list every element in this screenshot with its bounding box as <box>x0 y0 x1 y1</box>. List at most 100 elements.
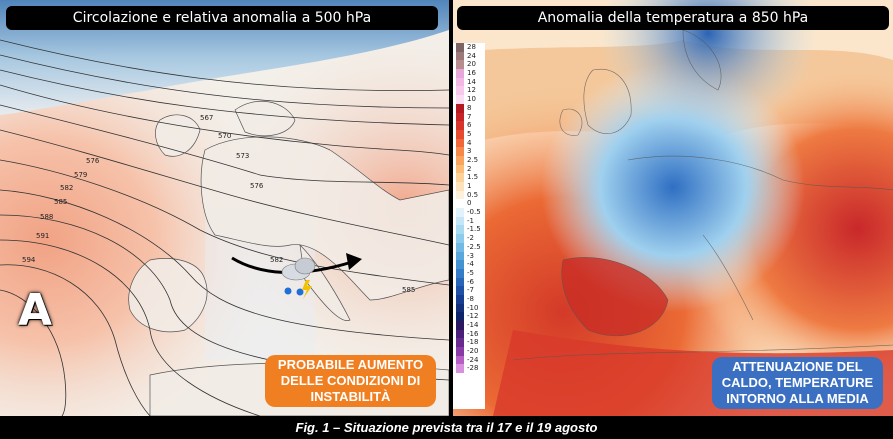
legend-label: 2.5 <box>467 155 479 164</box>
contour-label: 576 <box>86 157 100 165</box>
legend-row: 16 <box>453 69 485 78</box>
legend-label: -4 <box>467 260 474 269</box>
contour-label: 582 <box>60 184 73 192</box>
legend-label: 1.5 <box>467 173 479 182</box>
legend-row: 0.5 <box>453 190 485 200</box>
legend-row: 1 <box>453 182 485 191</box>
temperature-anomaly-map: 28 24 20 16 14 12 10 8 7 6 5 4 3 2.5 2 1.5 1 0.5 0 -0.5 -1 -1… <box>453 0 893 416</box>
legend-label: 0 <box>467 199 472 208</box>
legend-swatch <box>456 338 464 348</box>
legend-row: 0 <box>453 199 485 209</box>
legend-label: -3 <box>467 251 474 260</box>
legend-row: -8 <box>453 294 485 304</box>
legend-row: 7 <box>453 112 485 122</box>
legend-row: -1.5 <box>453 225 485 235</box>
legend-label: 14 <box>467 77 476 86</box>
callout-line: ATTENUAZIONE DEL <box>732 359 863 374</box>
legend-row: 3 <box>453 147 485 156</box>
legend-swatch <box>456 216 464 226</box>
legend-label: 20 <box>467 60 476 69</box>
legend-swatch <box>456 95 464 104</box>
legend-label: -20 <box>467 347 479 356</box>
legend-swatch <box>456 43 464 52</box>
contour-label: 576 <box>250 182 264 190</box>
legend-swatch <box>456 268 464 278</box>
map-title: Circolazione e relativa anomalia a 500 h… <box>6 6 438 30</box>
legend-swatch <box>456 129 464 139</box>
legend-swatch <box>456 155 464 165</box>
legend-row: -4 <box>453 260 485 269</box>
legend-row: 8 <box>453 103 485 113</box>
legend-label: 3 <box>467 147 472 156</box>
legend-swatch <box>456 86 464 96</box>
legend-swatch <box>456 208 464 217</box>
legend-label: -24 <box>467 355 479 364</box>
geopotential-contours <box>0 39 449 416</box>
callout-line: CALDO, TEMPERATURE <box>721 375 874 390</box>
legend-row: 1.5 <box>453 173 485 182</box>
legend-row: -10 <box>453 303 485 313</box>
legend-label: -14 <box>467 321 479 329</box>
legend-label: -18 <box>467 338 479 347</box>
legend-row: -0.5 <box>453 208 485 217</box>
contour-label: 582 <box>270 256 283 264</box>
legend-swatch <box>456 69 464 78</box>
legend-row: 20 <box>453 60 485 70</box>
legend-row: 14 <box>453 77 485 87</box>
contour-label: 585 <box>54 198 67 206</box>
legend-swatch <box>456 103 464 113</box>
legend-swatch <box>456 138 464 148</box>
legend-row: -20 <box>453 347 485 356</box>
legend-swatch <box>456 303 464 313</box>
legend-label: -0.5 <box>467 208 481 217</box>
legend-label: -7 <box>467 286 474 295</box>
legend-row: 12 <box>453 86 485 96</box>
instability-callout: PROBABILE AUMENTO DELLE CONDIZIONI DI IN… <box>265 355 436 407</box>
legend-swatch <box>456 312 464 321</box>
attenuation-callout: ATTENUAZIONE DEL CALDO, TEMPERATURE INTO… <box>712 357 883 409</box>
legend-label: 2 <box>467 164 472 173</box>
legend-label: -1.5 <box>467 225 481 234</box>
contour-label: 579 <box>74 171 87 179</box>
legend-row: 10 <box>453 95 485 104</box>
callout-line: INTORNO ALLA MEDIA <box>726 391 869 406</box>
legend-swatch <box>456 60 464 70</box>
legend-row: 5 <box>453 129 485 139</box>
legend-swatch <box>456 121 464 130</box>
legend-swatch <box>456 364 464 374</box>
legend-label: -2.5 <box>467 242 481 251</box>
legend-row: -5 <box>453 268 485 278</box>
legend-row: 28 <box>453 43 485 52</box>
legend-swatch <box>456 112 464 122</box>
legend-row: 4 <box>453 138 485 148</box>
contour-label: 573 <box>236 152 249 160</box>
legend-swatch <box>456 242 464 252</box>
temperature-legend: 28 24 20 16 14 12 10 8 7 6 5 4 3 2.5 2 1.5 1 0.5 0 -0.5 -1 -1… <box>453 43 485 409</box>
legend-swatch <box>456 329 464 339</box>
legend-label: 1 <box>467 182 472 190</box>
legend-row: -6 <box>453 277 485 287</box>
high-pressure-label: A <box>18 285 53 336</box>
legend-row: -14 <box>453 321 485 330</box>
contour-label: 594 <box>22 256 36 264</box>
legend-row: -24 <box>453 355 485 365</box>
legend-swatch <box>456 77 464 87</box>
contour-label: 585 <box>402 286 415 294</box>
legend-swatch <box>456 251 464 261</box>
callout-line: PROBABILE AUMENTO <box>277 357 424 372</box>
legend-label: 0.5 <box>467 190 479 199</box>
legend-label: 28 <box>467 43 476 51</box>
legend-label: 6 <box>467 121 472 130</box>
legend-row: 24 <box>453 51 485 61</box>
legend-label: 5 <box>467 129 472 138</box>
legend-label: -1 <box>467 216 474 225</box>
legend-label: -6 <box>467 277 474 286</box>
legend-row: 6 <box>453 121 485 130</box>
legend-row: -18 <box>453 338 485 348</box>
legend-row: -2 <box>453 234 485 243</box>
legend-swatch <box>456 164 464 174</box>
contour-label: 570 <box>218 132 231 140</box>
legend-label: -16 <box>467 329 479 338</box>
storm-cloud-icon <box>281 257 316 299</box>
legend-label: 7 <box>467 112 472 121</box>
